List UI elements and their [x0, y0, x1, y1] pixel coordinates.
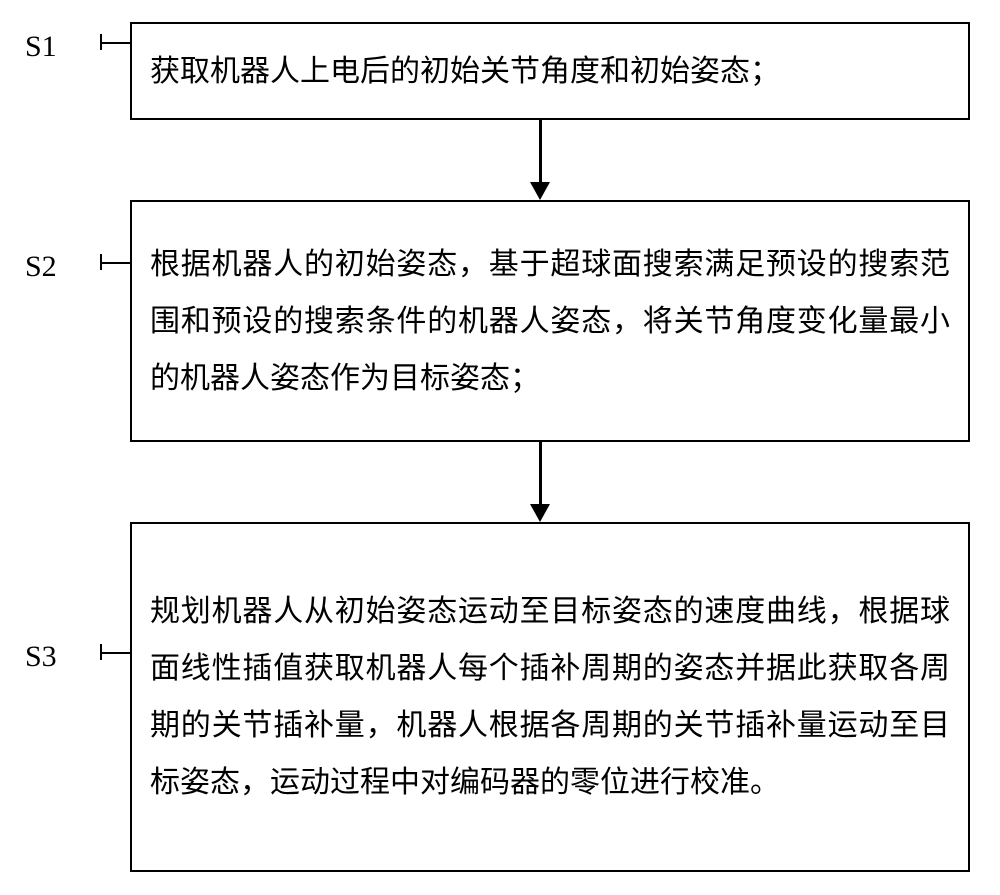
step-label-s1: S1	[25, 30, 57, 64]
connector-s1	[100, 42, 130, 44]
step-box-s2: 根据机器人的初始姿态，基于超球面搜索满足预设的搜索范围和预设的搜索条件的机器人姿…	[130, 200, 970, 442]
connector-s2	[100, 262, 130, 264]
step-text-s3: 规划机器人从初始姿态运动至目标姿态的速度曲线，根据球面线性插值获取机器人每个插补…	[150, 583, 950, 811]
arrow-line-1	[539, 120, 542, 184]
step-box-s1: 获取机器人上电后的初始关节角度和初始姿态；	[130, 22, 970, 120]
connector-tick-s3	[100, 644, 102, 660]
arrow-head-2	[530, 504, 550, 522]
arrow-line-2	[539, 442, 542, 506]
step-label-s2: S2	[25, 250, 57, 284]
step-box-s3: 规划机器人从初始姿态运动至目标姿态的速度曲线，根据球面线性插值获取机器人每个插补…	[130, 522, 970, 872]
connector-tick-s2	[100, 254, 102, 270]
flowchart-canvas: 获取机器人上电后的初始关节角度和初始姿态； S1 根据机器人的初始姿态，基于超球面搜…	[0, 0, 1000, 895]
arrow-head-1	[530, 182, 550, 200]
step-text-s2: 根据机器人的初始姿态，基于超球面搜索满足预设的搜索范围和预设的搜索条件的机器人姿…	[150, 236, 950, 407]
step-text-s1: 获取机器人上电后的初始关节角度和初始姿态；	[150, 43, 950, 100]
connector-tick-s1	[100, 34, 102, 50]
step-label-s3: S3	[25, 640, 57, 674]
connector-s3	[100, 652, 130, 654]
